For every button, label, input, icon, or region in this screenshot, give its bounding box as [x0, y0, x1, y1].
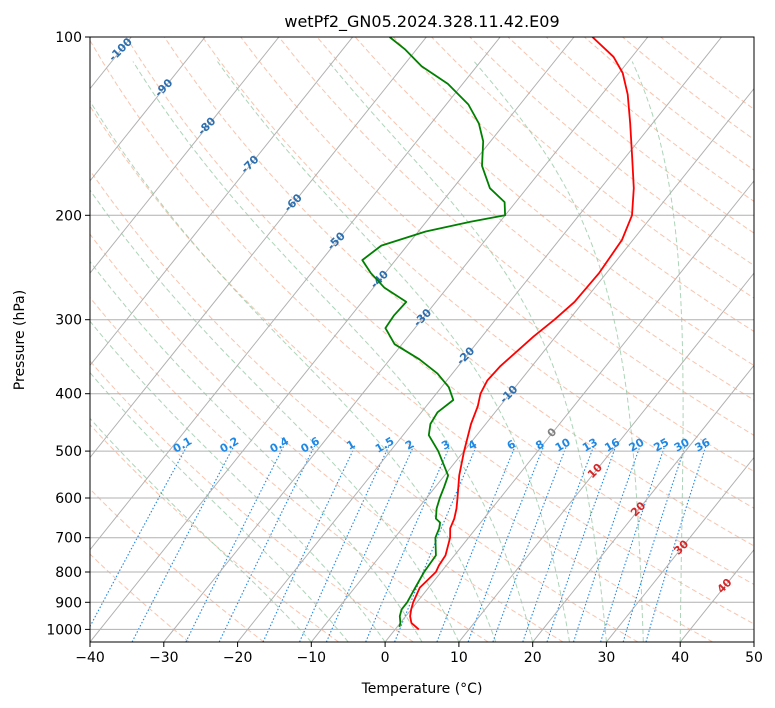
x-tick-label: 30 [597, 650, 615, 666]
dry-adiabat-line [431, 37, 754, 299]
sounding-series [361, 37, 635, 631]
moist-adiabats [90, 61, 684, 642]
y-tick-label: 400 [55, 387, 82, 403]
moist-adiabat-line [90, 417, 312, 642]
y-axis-ticks: 100 200 300 400 500 600 700 800 900 1000 [46, 30, 90, 638]
dry-adiabat-line [90, 233, 564, 642]
isotherm-gridline [163, 37, 649, 642]
mixing-ratio-line [522, 445, 595, 642]
x-tick-label: 0 [381, 650, 390, 666]
x-tick-label: 10 [450, 650, 468, 666]
mixing-ratio-line [492, 445, 568, 642]
moist-adiabat-line [90, 100, 497, 642]
dry-adiabat-line [316, 37, 754, 401]
isotherm-gridline [237, 37, 722, 642]
isotherm-gridline [90, 37, 427, 459]
dry-adiabat-line [90, 553, 190, 642]
moist-adiabat-line [328, 61, 607, 642]
mixing-ratio-line [262, 445, 356, 642]
dewpoint-profile [361, 37, 506, 628]
dry-adiabat-line [90, 169, 639, 642]
isotherm-gridline [532, 364, 754, 642]
y-tick-label: 900 [55, 595, 82, 611]
mixing-ratio-line [467, 445, 545, 642]
y-axis-title: Pressure (hPa) [12, 290, 28, 390]
x-tick-label: −30 [149, 650, 179, 666]
x-axis-title: Temperature (°C) [361, 681, 483, 697]
mixing-ratio-line [365, 445, 451, 642]
moist-adiabat-line [217, 61, 571, 642]
dry-adiabat-line [278, 37, 754, 436]
dry-adiabat-line [90, 296, 489, 642]
isotherm-gridline [310, 87, 754, 642]
mixing-ratio-line [622, 445, 686, 642]
x-tick-label: −10 [297, 650, 327, 666]
isotherm-gridline [90, 37, 354, 367]
y-tick-label: 600 [55, 491, 82, 507]
x-tick-label: −20 [223, 650, 253, 666]
mixing-ratio-line [572, 445, 641, 642]
dry-adiabat-line [393, 37, 754, 333]
moist-adiabat-line [473, 61, 644, 642]
moist-adiabat-line [132, 61, 534, 642]
isotherm-gridline [90, 37, 501, 551]
y-tick-label: 1000 [46, 622, 82, 638]
y-tick-label: 200 [55, 208, 82, 224]
y-tick-label: 300 [55, 313, 82, 329]
dry-adiabat-line [90, 424, 339, 642]
isotherm-gridline [384, 180, 754, 642]
moist-adiabat-line [90, 260, 423, 642]
dry-adiabat-line [90, 105, 713, 642]
dry-adiabat-line [90, 39, 754, 625]
isotherm-gridlines [90, 37, 754, 642]
y-tick-label: 100 [55, 30, 82, 46]
mixing-ratio-line [218, 445, 316, 642]
y-tick-label: 500 [55, 444, 82, 460]
x-tick-label: −40 [75, 650, 105, 666]
mixing-ratio-line [600, 445, 666, 642]
moist-adiabat-line [90, 371, 349, 642]
isobar-gridlines [90, 37, 754, 630]
moist-adiabat-line [90, 189, 460, 642]
x-tick-label: 40 [671, 650, 689, 666]
x-tick-label: 50 [745, 650, 763, 666]
isotherm-gridline [90, 37, 575, 642]
x-tick-label: 20 [524, 650, 542, 666]
mixing-ratio-line [436, 445, 516, 642]
isotherm-gridline [458, 272, 754, 642]
moist-adiabat-line [631, 61, 684, 642]
temperature-profile [409, 37, 635, 631]
y-tick-label: 700 [55, 531, 82, 547]
chart-title: wetPf2_GN05.2024.328.11.42.E09 [284, 12, 559, 32]
mixing-ratio-line [325, 445, 415, 642]
isotherm-gridline [90, 37, 280, 274]
x-axis-ticks: −40 −30 −20 −10 0 10 20 30 40 50 [75, 642, 763, 666]
dry-adiabat-line [90, 488, 265, 642]
y-tick-label: 800 [55, 565, 82, 581]
plot-frame [89, 36, 755, 643]
dry-adiabat-line [202, 37, 754, 509]
mixing-ratio-line [185, 445, 285, 642]
mixing-ratio-line [546, 445, 617, 642]
isotherm-gridline [90, 37, 206, 182]
isotherm-gridline [606, 456, 754, 642]
mixing-ratio-line [645, 445, 707, 642]
